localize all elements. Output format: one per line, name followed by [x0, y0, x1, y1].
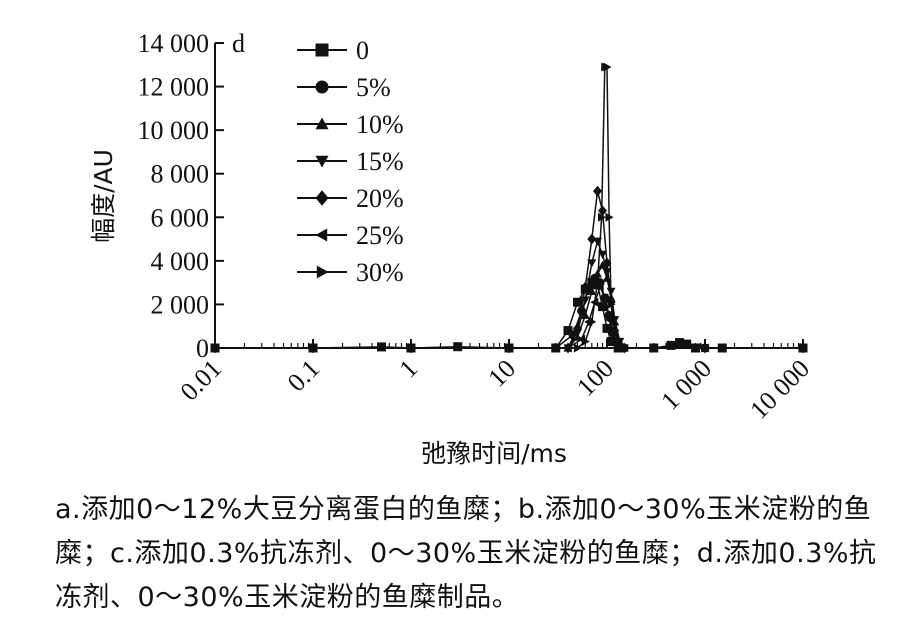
x-tick-label: 1 000 — [655, 354, 717, 416]
legend-item: 0 — [297, 36, 369, 65]
data-point — [211, 343, 220, 353]
legend-item: 25% — [297, 221, 404, 250]
data-point — [598, 205, 608, 217]
data-point — [617, 343, 626, 353]
y-tick-label: 8 000 — [151, 160, 210, 189]
legend-item: 30% — [297, 258, 404, 287]
legend: 0 5% 10% 15% 20% 25% 30% — [297, 36, 404, 287]
series-line — [215, 263, 803, 349]
data-point — [376, 342, 386, 352]
series-line — [215, 277, 803, 349]
data-point — [602, 257, 612, 269]
series-10pct — [210, 260, 808, 352]
legend-marker — [315, 155, 329, 168]
data-point — [606, 336, 616, 346]
data-point — [588, 317, 597, 327]
legend-label: 10% — [356, 110, 404, 139]
series-15pct — [210, 237, 808, 353]
data-point — [587, 286, 597, 295]
series-line — [215, 284, 803, 349]
data-point — [587, 233, 597, 245]
data-point — [505, 343, 514, 353]
y-tick-label: 10 000 — [138, 116, 210, 145]
data-point — [701, 343, 710, 353]
data-point — [600, 293, 609, 303]
series-line — [215, 238, 803, 349]
y-tick-label: 0 — [196, 334, 209, 363]
data-point — [593, 278, 603, 288]
legend-marker — [316, 265, 329, 279]
data-point — [602, 323, 612, 333]
legend-label: 15% — [356, 147, 404, 176]
legend-marker — [315, 228, 328, 242]
legend-label: 5% — [356, 73, 391, 102]
data-point — [581, 336, 590, 346]
legend-label: 30% — [356, 258, 404, 287]
y-axis-title: 幅度/AU — [89, 149, 118, 243]
data-point — [587, 259, 597, 268]
legend-item: 10% — [297, 110, 404, 139]
data-point — [598, 250, 608, 259]
y-tick-label: 12 000 — [138, 73, 210, 102]
figure-caption: a.添加0～12%大豆分离蛋白的鱼糜；b.添加0～30%玉米淀粉的鱼糜；c.添加… — [55, 494, 877, 613]
legend-marker — [315, 43, 329, 57]
data-point — [604, 315, 613, 325]
x-tick-label: 10 — [482, 354, 521, 393]
y-tick-label: 4 000 — [151, 247, 210, 276]
y-axis: 0 2 000 4 000 6 000 8 000 10 000 12 000 14 000 — [138, 29, 224, 363]
x-tick-label: 10 000 — [744, 354, 815, 425]
data-point — [598, 260, 608, 269]
data-point — [580, 310, 590, 319]
legend-marker — [315, 117, 329, 130]
data-point — [602, 268, 612, 277]
data-point — [607, 299, 616, 309]
series-30pct — [211, 62, 808, 353]
data-point — [572, 297, 582, 307]
data-point — [603, 62, 612, 72]
data-point — [593, 185, 603, 197]
y-tick-label: 14 000 — [138, 29, 210, 58]
series-line — [215, 190, 803, 349]
legend-marker — [315, 80, 329, 94]
data-point — [309, 343, 318, 353]
legend-item: 15% — [297, 147, 404, 176]
x-axis-title: 弛豫时间/ms — [421, 439, 567, 468]
legend-label: 0 — [356, 36, 369, 65]
data-point — [611, 336, 620, 346]
data-point — [580, 281, 590, 293]
legend-label: 20% — [356, 184, 404, 213]
legend-item: 5% — [297, 73, 391, 102]
x-tick-label: 1 — [394, 354, 424, 384]
legend-label: 25% — [356, 221, 404, 250]
x-tick-label: 0.1 — [282, 354, 325, 397]
data-point — [572, 322, 582, 334]
x-tick-label: 100 — [571, 354, 619, 402]
data-point — [598, 302, 608, 312]
legend-marker — [315, 190, 329, 206]
data-point — [595, 282, 604, 292]
y-tick-label: 6 000 — [151, 203, 210, 232]
data-point — [682, 339, 692, 349]
panel-label: d — [232, 29, 245, 58]
data-point — [563, 326, 573, 336]
data-point — [666, 340, 676, 350]
data-point — [573, 343, 582, 353]
legend-item: 20% — [297, 184, 404, 213]
series-line — [215, 66, 803, 349]
data-point — [605, 212, 614, 222]
data-point — [675, 338, 685, 348]
data-point — [453, 342, 463, 352]
data-point — [597, 212, 607, 222]
series-line — [215, 281, 803, 349]
data-point — [799, 343, 808, 353]
data-point — [407, 343, 416, 353]
series-layer — [210, 62, 808, 354]
series-20pct — [210, 185, 808, 354]
y-tick-label: 2 000 — [151, 290, 210, 319]
x-tick-label: 0.01 — [175, 354, 228, 407]
